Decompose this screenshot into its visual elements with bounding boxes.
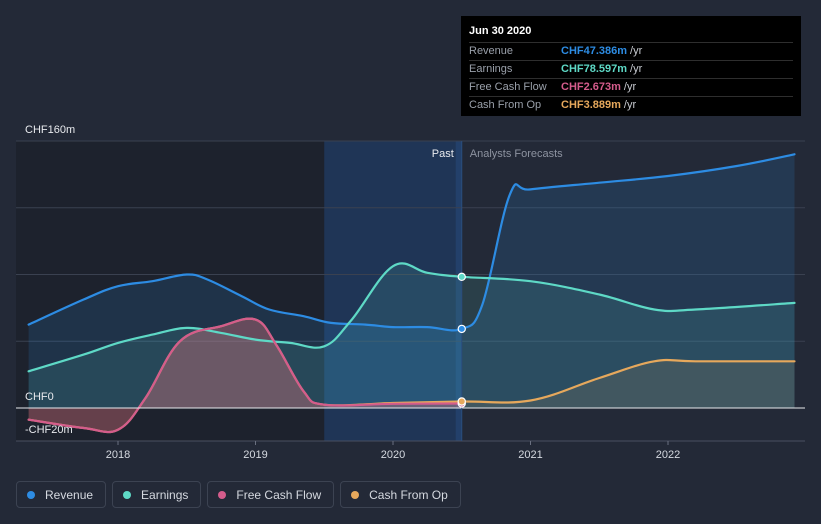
tooltip-unit: /yr [623, 99, 637, 111]
tooltip-value: CHF78.597m [561, 63, 628, 75]
tooltip-label: Free Cash Flow [469, 81, 547, 93]
axes [16, 141, 805, 445]
legend-label: Earnings [141, 487, 189, 502]
tooltip-label: Earnings [469, 63, 513, 75]
y-label-zero: CHF0 [25, 391, 54, 403]
legend-item-cash-from-op[interactable]: Cash From Op [340, 481, 461, 508]
line-revenue [27, 153, 796, 332]
forecast-label: Analysts Forecasts [470, 148, 563, 160]
past-label: Past [432, 148, 454, 160]
highlight-band-edge [455, 141, 462, 441]
tooltip-row-earnings: Earnings CHF78.597m /yr [469, 61, 793, 79]
marker-cash-from-op [457, 397, 466, 406]
marker-revenue [457, 324, 466, 334]
series-markers [457, 272, 466, 408]
series-lines [27, 153, 796, 434]
legend: Revenue Earnings Free Cash Flow Cash Fro… [16, 481, 461, 508]
y-label-top: CHF160m [25, 124, 75, 136]
legend-item-revenue[interactable]: Revenue [16, 481, 107, 508]
area-cash-from-op [28, 318, 795, 433]
marker-earnings [457, 272, 466, 282]
tooltip-label: Revenue [469, 45, 514, 57]
series-areas [28, 154, 795, 433]
tooltip-label: Cash From Op [469, 99, 542, 111]
line-earnings [27, 262, 796, 373]
tooltip-unit: /yr [630, 63, 643, 75]
tooltip-row-free-cash-flow: Free Cash Flow CHF2.673m /yr [469, 79, 793, 97]
chart-background [16, 141, 462, 441]
tooltip-row-cash-from-op: Cash From Op CHF3.889m /yr [469, 97, 793, 114]
x-tick-label: 2019 [243, 449, 267, 461]
tooltip-unit: /yr [623, 81, 637, 93]
tooltip-value: CHF2.673m [561, 81, 621, 93]
tooltip-date: Jun 30 2020 [469, 25, 793, 43]
chart-labels: CHF160m CHF0 -CHF20m 2018 2019 2020 2021 2022 Pa… [25, 124, 680, 461]
x-tick-label: 2020 [381, 449, 405, 461]
legend-dot-icon [27, 490, 35, 499]
legend-dot-icon [123, 490, 132, 499]
legend-label: Cash From Op [369, 487, 448, 502]
y-label-bottom: -CHF20m [25, 424, 73, 436]
area-free-cash-flow [28, 318, 462, 433]
legend-item-free-cash-flow[interactable]: Free Cash Flow [207, 481, 335, 508]
legend-item-earnings[interactable]: Earnings [112, 481, 202, 508]
legend-dot-icon [351, 490, 360, 499]
legend-label: Free Cash Flow [236, 487, 322, 502]
highlight-band [324, 141, 462, 441]
area-earnings [28, 263, 795, 408]
legend-dot-icon [218, 490, 227, 499]
x-tick-label: 2021 [518, 449, 542, 461]
tooltip-unit: /yr [630, 45, 643, 57]
tooltip-value: CHF47.386m [561, 45, 628, 57]
line-free-cash-flow [27, 317, 463, 434]
area-revenue [28, 154, 795, 408]
tooltip-row-revenue: Revenue CHF47.386m /yr [469, 43, 793, 61]
gridlines [16, 140, 805, 342]
data-tooltip: Jun 30 2020 Revenue CHF47.386m /yr Earni… [461, 16, 801, 116]
x-tick-label: 2018 [106, 449, 130, 461]
x-tick-label: 2022 [656, 449, 680, 461]
tooltip-value: CHF3.889m [561, 99, 621, 111]
legend-label: Revenue [45, 487, 94, 502]
